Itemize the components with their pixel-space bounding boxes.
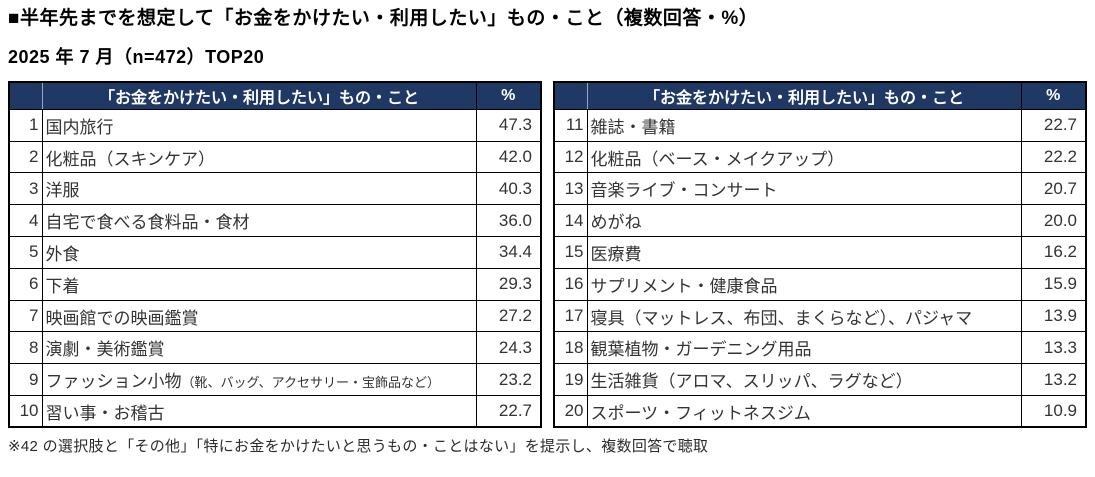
tables-container: 「お金をかけたい・利用したい」もの・こと % 1 国内旅行 47.3 2 化粧品（スキン… xyxy=(8,80,1087,429)
rank-table-11-20: 「お金をかけたい・利用したい」もの・こと % 11 雑誌・書籍 22.7 12 化粧品（… xyxy=(553,80,1087,429)
table-row: 9 ファッション小物（靴、バッグ、アクセサリー・宝飾品など） 23.2 xyxy=(8,363,542,397)
table-row: 14 めがね 20.0 xyxy=(553,204,1087,238)
table-row: 3 洋服 40.3 xyxy=(8,172,542,206)
rank-cell: 3 xyxy=(8,172,43,206)
rank-cell: 20 xyxy=(553,395,588,428)
item-cell: 映画館での映画鑑賞 xyxy=(41,299,477,333)
rank-cell: 2 xyxy=(8,140,43,174)
table-row: 16 サプリメント・健康食品 15.9 xyxy=(553,267,1087,301)
rank-header-cell xyxy=(553,81,588,110)
table-row: 8 演劇・美術鑑賞 24.3 xyxy=(8,331,542,365)
percent-cell: 40.3 xyxy=(475,172,542,206)
rank-table-1-10: 「お金をかけたい・利用したい」もの・こと % 1 国内旅行 47.3 2 化粧品（スキン… xyxy=(8,80,542,429)
rank-cell: 7 xyxy=(8,299,43,333)
item-cell: 雑誌・書籍 xyxy=(586,108,1022,142)
percent-cell: 47.3 xyxy=(475,108,542,142)
rank-cell: 18 xyxy=(553,331,588,365)
rank-header-cell xyxy=(8,81,43,110)
item-cell: 音楽ライブ・コンサート xyxy=(586,172,1022,206)
table-body-left: 1 国内旅行 47.3 2 化粧品（スキンケア） 42.0 3 洋服 40.3 4 自宅で食べる食料… xyxy=(8,108,542,428)
table-body-right: 11 雑誌・書籍 22.7 12 化粧品（ベース・メイクアップ） 22.2 13 音楽ライブ・… xyxy=(553,108,1087,428)
item-cell: 国内旅行 xyxy=(41,108,477,142)
percent-header-cell: % xyxy=(475,81,542,110)
percent-cell: 22.7 xyxy=(1020,108,1087,142)
page: ■半年先までを想定して「お金をかけたい・利用したい」もの・こと（複数回答・%） … xyxy=(8,8,1087,456)
table-row: 6 下着 29.3 xyxy=(8,267,542,301)
item-note: （靴、バッグ、アクセサリー・宝飾品など） xyxy=(181,375,440,391)
item-cell: 観葉植物・ガーデニング用品 xyxy=(586,331,1022,365)
percent-header-cell: % xyxy=(1020,81,1087,110)
item-cell: 生活雑貨（アロマ、スリッパ、ラグなど） xyxy=(586,363,1022,397)
footnote: ※42 の選択肢と「その他」「特にお金をかけたいと思うもの・ことはない」を提示し… xyxy=(8,438,709,456)
rank-cell: 6 xyxy=(8,267,43,301)
rank-cell: 8 xyxy=(8,331,43,365)
percent-cell: 20.0 xyxy=(1020,204,1087,238)
item-cell: サプリメント・健康食品 xyxy=(586,267,1022,301)
table-row: 2 化粧品（スキンケア） 42.0 xyxy=(8,140,542,174)
table-row: 13 音楽ライブ・コンサート 20.7 xyxy=(553,172,1087,206)
item-cell: 化粧品（スキンケア） xyxy=(41,140,477,174)
percent-cell: 13.9 xyxy=(1020,299,1087,333)
percent-cell: 29.3 xyxy=(475,267,542,301)
rank-cell: 4 xyxy=(8,204,43,238)
rank-cell: 19 xyxy=(553,363,588,397)
percent-cell: 22.2 xyxy=(1020,140,1087,174)
percent-cell: 42.0 xyxy=(475,140,542,174)
item-cell: 習い事・お稽古 xyxy=(41,395,477,428)
rank-cell: 9 xyxy=(8,363,43,397)
item-cell: 下着 xyxy=(41,267,477,301)
rank-cell: 13 xyxy=(553,172,588,206)
table-row: 20 スポーツ・フィットネスジム 10.9 xyxy=(553,395,1087,428)
rank-cell: 12 xyxy=(553,140,588,174)
rank-cell: 17 xyxy=(553,299,588,333)
percent-cell: 34.4 xyxy=(475,236,542,269)
page-subtitle: 2025 年 7 月（n=472）TOP20 xyxy=(8,46,265,67)
rank-cell: 1 xyxy=(8,108,43,142)
item-cell: 外食 xyxy=(41,236,477,269)
item-cell: 化粧品（ベース・メイクアップ） xyxy=(586,140,1022,174)
item-cell: ファッション小物（靴、バッグ、アクセサリー・宝飾品など） xyxy=(41,363,477,397)
header-row: 「お金をかけたい・利用したい」もの・こと % xyxy=(8,81,542,110)
table-row: 4 自宅で食べる食料品・食材 36.0 xyxy=(8,204,542,238)
item-cell: スポーツ・フィットネスジム xyxy=(586,395,1022,428)
percent-cell: 20.7 xyxy=(1020,172,1087,206)
table-row: 12 化粧品（ベース・メイクアップ） 22.2 xyxy=(553,140,1087,174)
rank-cell: 11 xyxy=(553,108,588,142)
rank-cell: 10 xyxy=(8,395,43,428)
item-cell: 医療費 xyxy=(586,236,1022,269)
rank-cell: 16 xyxy=(553,267,588,301)
rank-cell: 5 xyxy=(8,236,43,269)
percent-cell: 15.9 xyxy=(1020,267,1087,301)
header-row: 「お金をかけたい・利用したい」もの・こと % xyxy=(553,81,1087,110)
item-cell: めがね xyxy=(586,204,1022,238)
rank-cell: 15 xyxy=(553,236,588,269)
table-row: 15 医療費 16.2 xyxy=(553,236,1087,269)
rank-cell: 14 xyxy=(553,204,588,238)
table-row: 19 生活雑貨（アロマ、スリッパ、ラグなど） 13.2 xyxy=(553,363,1087,397)
item-cell: 洋服 xyxy=(41,172,477,206)
percent-cell: 10.9 xyxy=(1020,395,1087,428)
table-row: 1 国内旅行 47.3 xyxy=(8,108,542,142)
percent-cell: 23.2 xyxy=(475,363,542,397)
percent-cell: 13.2 xyxy=(1020,363,1087,397)
percent-cell: 24.3 xyxy=(475,331,542,365)
percent-cell: 22.7 xyxy=(475,395,542,428)
percent-cell: 13.3 xyxy=(1020,331,1087,365)
table-row: 18 観葉植物・ガーデニング用品 13.3 xyxy=(553,331,1087,365)
table-row: 5 外食 34.4 xyxy=(8,236,542,269)
page-title: ■半年先までを想定して「お金をかけたい・利用したい」もの・こと（複数回答・%） xyxy=(8,8,759,29)
item-cell: 自宅で食べる食料品・食材 xyxy=(41,204,477,238)
table-row: 17 寝具（マットレス、布団、まくらなど）、パジャマ 13.9 xyxy=(553,299,1087,333)
percent-cell: 36.0 xyxy=(475,204,542,238)
table-row: 11 雑誌・書籍 22.7 xyxy=(553,108,1087,142)
item-cell: 演劇・美術鑑賞 xyxy=(41,331,477,365)
item-header-cell: 「お金をかけたい・利用したい」もの・こと xyxy=(586,81,1022,110)
percent-cell: 16.2 xyxy=(1020,236,1087,269)
item-cell: 寝具（マットレス、布団、まくらなど）、パジャマ xyxy=(586,299,1022,333)
percent-cell: 27.2 xyxy=(475,299,542,333)
item-header-cell: 「お金をかけたい・利用したい」もの・こと xyxy=(41,81,477,110)
table-row: 7 映画館での映画鑑賞 27.2 xyxy=(8,299,542,333)
table-row: 10 習い事・お稽古 22.7 xyxy=(8,395,542,428)
